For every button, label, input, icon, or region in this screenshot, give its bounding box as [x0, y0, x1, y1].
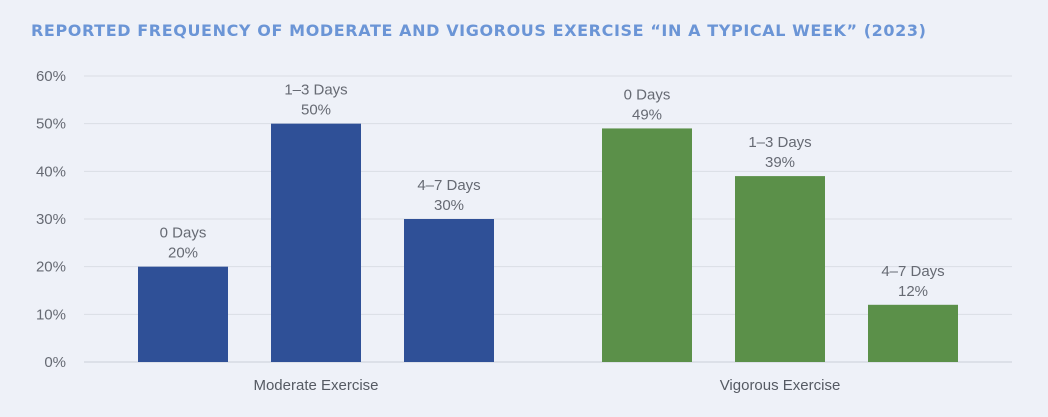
bar-vigorous-0 [602, 128, 692, 362]
group-labels: Moderate Exercise Vigorous Exercise [253, 377, 840, 394]
bar-moderate-0 [138, 266, 228, 362]
bar-category-label: 4–7 Days [417, 177, 480, 194]
x-group-label: Vigorous Exercise [720, 377, 841, 394]
bar-moderate-2 [404, 219, 494, 362]
bar-value-label: 30% [434, 197, 464, 214]
bar-category-label: 0 Days [160, 225, 207, 242]
bar-category-label: 1–3 Days [284, 82, 347, 99]
bar-vigorous-2 [868, 304, 958, 362]
bar-value-label: 50% [301, 102, 331, 119]
bars [138, 123, 958, 363]
bar-value-label: 20% [168, 245, 198, 262]
y-tick-label: 50% [36, 116, 66, 133]
y-tick-label: 10% [36, 306, 66, 323]
y-tick-label: 0% [44, 354, 66, 371]
bar-vigorous-1 [735, 176, 825, 362]
gridlines [84, 75, 1012, 363]
chart-title: REPORTED FREQUENCY OF MODERATE AND VIGOR… [31, 21, 927, 40]
x-group-label: Moderate Exercise [253, 377, 378, 394]
bar-value-label: 39% [765, 154, 795, 171]
y-tick-label: 20% [36, 259, 66, 276]
y-tick-label: 40% [36, 163, 66, 180]
bar-category-label: 4–7 Days [881, 263, 944, 280]
y-tick-label: 30% [36, 211, 66, 228]
bar-category-label: 0 Days [624, 86, 671, 103]
bar-category-label: 1–3 Days [748, 134, 811, 151]
bar-moderate-1 [271, 123, 361, 363]
bar-value-label: 49% [632, 106, 662, 123]
y-tick-label: 60% [36, 68, 66, 85]
data-labels: 0 Days 20% 1–3 Days 50% 4–7 Days 30% 0 Days 49%… [160, 82, 945, 300]
bar-value-label: 12% [898, 283, 928, 300]
y-axis-ticks: 0% 10% 20% 30% 40% 50% 60% [36, 68, 66, 371]
